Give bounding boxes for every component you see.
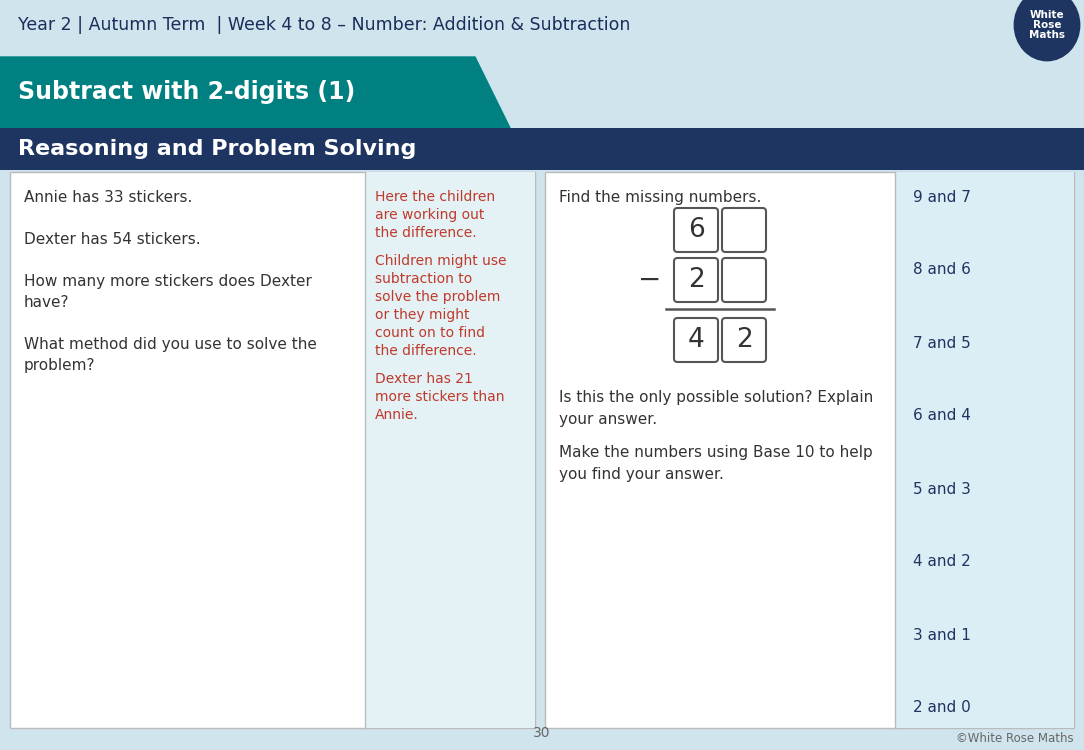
Text: the difference.: the difference. <box>375 226 477 240</box>
FancyBboxPatch shape <box>545 172 1074 728</box>
FancyBboxPatch shape <box>674 208 718 252</box>
FancyBboxPatch shape <box>722 318 766 362</box>
Text: your answer.: your answer. <box>559 412 657 427</box>
Text: 8 and 6: 8 and 6 <box>913 262 971 278</box>
Text: Reasoning and Problem Solving: Reasoning and Problem Solving <box>18 139 416 159</box>
FancyBboxPatch shape <box>674 318 718 362</box>
Text: you find your answer.: you find your answer. <box>559 467 724 482</box>
Text: 9 and 7: 9 and 7 <box>913 190 971 205</box>
Text: 6: 6 <box>687 217 705 243</box>
Text: more stickers than: more stickers than <box>375 390 504 404</box>
Text: Maths: Maths <box>1029 30 1064 40</box>
Text: 7 and 5: 7 and 5 <box>913 335 971 350</box>
FancyBboxPatch shape <box>722 258 766 302</box>
Text: 30: 30 <box>533 726 551 740</box>
FancyBboxPatch shape <box>722 208 766 252</box>
Text: 2 and 0: 2 and 0 <box>913 700 971 715</box>
Text: Rose: Rose <box>1033 20 1061 30</box>
Text: solve the problem: solve the problem <box>375 290 501 304</box>
Text: Subtract with 2-digits (1): Subtract with 2-digits (1) <box>18 80 356 104</box>
Text: 2: 2 <box>736 327 752 353</box>
Ellipse shape <box>1015 0 1079 60</box>
Text: have?: have? <box>24 295 69 310</box>
Text: the difference.: the difference. <box>375 344 477 358</box>
Text: problem?: problem? <box>24 358 95 373</box>
Text: How many more stickers does Dexter: How many more stickers does Dexter <box>24 274 312 289</box>
Text: 4: 4 <box>687 327 705 353</box>
Text: What method did you use to solve the: What method did you use to solve the <box>24 337 317 352</box>
FancyBboxPatch shape <box>10 172 535 728</box>
Text: subtraction to: subtraction to <box>375 272 473 286</box>
Text: Is this the only possible solution? Explain: Is this the only possible solution? Expl… <box>559 390 874 405</box>
Text: Dexter has 21: Dexter has 21 <box>375 372 473 386</box>
Text: Find the missing numbers.: Find the missing numbers. <box>559 190 761 205</box>
Text: Dexter has 54 stickers.: Dexter has 54 stickers. <box>24 232 201 247</box>
Text: Annie.: Annie. <box>375 408 418 422</box>
Text: Annie has 33 stickers.: Annie has 33 stickers. <box>24 190 192 205</box>
FancyBboxPatch shape <box>674 258 718 302</box>
Text: ©White Rose Maths: ©White Rose Maths <box>956 732 1074 745</box>
Text: White: White <box>1030 10 1064 20</box>
Text: 6 and 4: 6 and 4 <box>913 409 971 424</box>
Text: 4 and 2: 4 and 2 <box>913 554 971 569</box>
FancyBboxPatch shape <box>0 128 1084 170</box>
Text: Here the children: Here the children <box>375 190 495 204</box>
Text: 2: 2 <box>687 267 705 293</box>
Text: 5 and 3: 5 and 3 <box>913 482 971 496</box>
Text: 3 and 1: 3 and 1 <box>913 628 971 643</box>
Polygon shape <box>0 57 509 128</box>
Text: −: − <box>638 266 661 294</box>
Text: are working out: are working out <box>375 208 485 222</box>
Text: or they might: or they might <box>375 308 469 322</box>
FancyBboxPatch shape <box>365 172 535 728</box>
Text: Children might use: Children might use <box>375 254 506 268</box>
Text: Year 2 | Autumn Term  | Week 4 to 8 – Number: Addition & Subtraction: Year 2 | Autumn Term | Week 4 to 8 – Num… <box>18 16 631 34</box>
Text: count on to find: count on to find <box>375 326 485 340</box>
FancyBboxPatch shape <box>895 172 1074 728</box>
Text: Make the numbers using Base 10 to help: Make the numbers using Base 10 to help <box>559 445 873 460</box>
